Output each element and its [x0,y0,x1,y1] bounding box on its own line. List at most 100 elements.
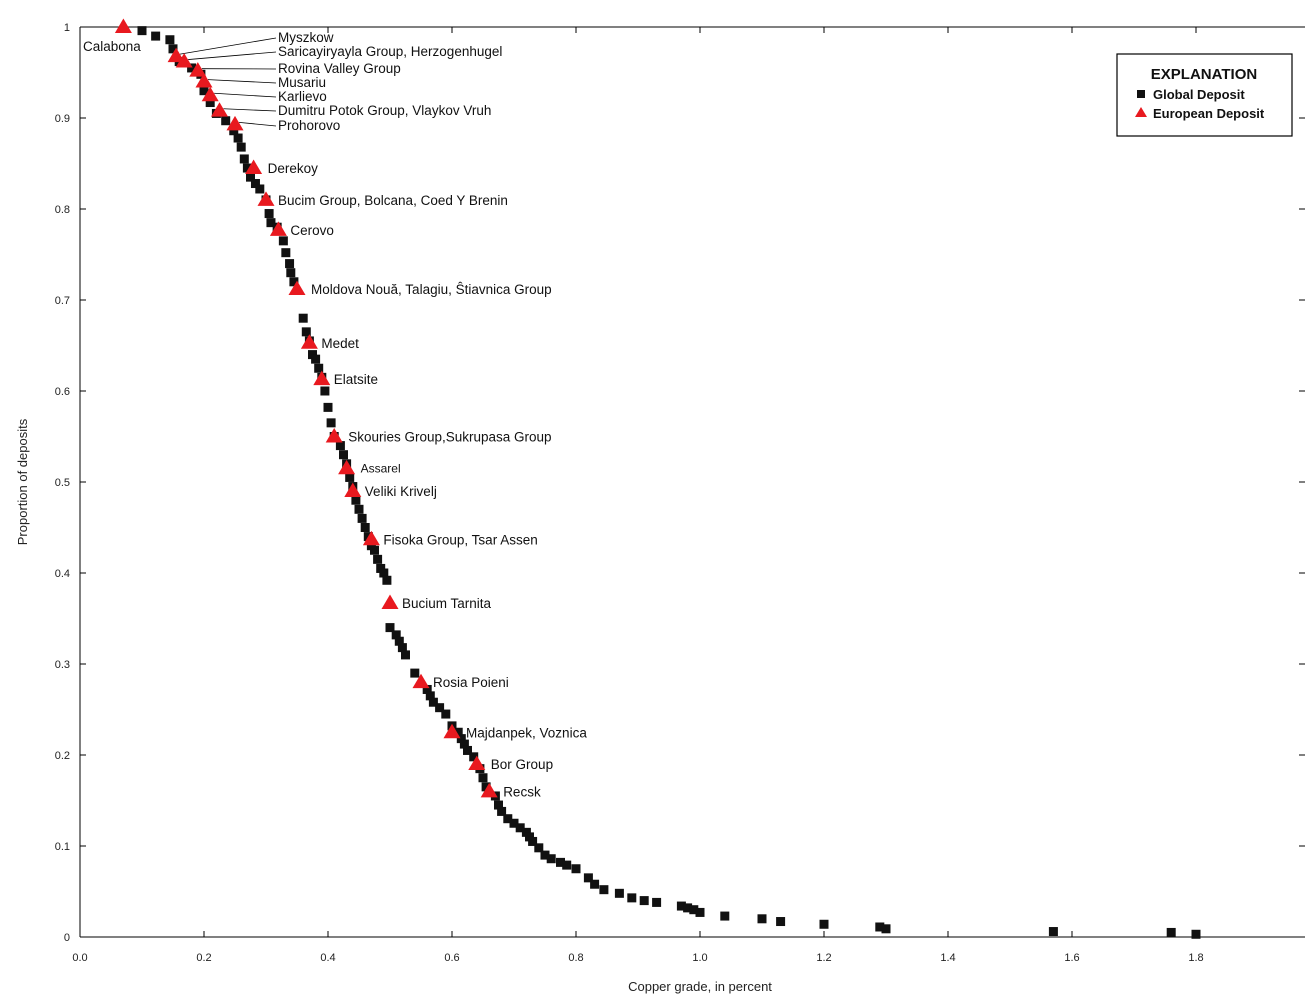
x-tick-label: 1.0 [692,952,707,964]
deposit-label: Recsk [503,784,541,799]
global-deposit-point [571,864,581,874]
leader-line [180,37,277,55]
global-deposit-point [382,575,392,585]
european-deposit-point [300,334,318,349]
global-deposit-point [627,893,637,903]
x-tick-label: 0.4 [320,952,335,964]
global-deposit-point [281,248,291,258]
deposit-label: Bucium Tarnita [402,596,492,611]
global-deposit-point [556,857,565,867]
legend-entry-label: European Deposit [1153,106,1265,121]
legend: EXPLANATION Global Deposit European Deposi… [1116,53,1293,137]
global-deposit-point [639,896,649,906]
global-deposit-point [385,623,395,633]
legend-triangle-icon [1135,107,1147,117]
global-deposit-point [311,354,321,364]
global-deposit-point [394,636,404,646]
global-deposit-point [562,860,572,870]
x-tick-label: 1.6 [1064,952,1079,964]
global-deposit-point [335,441,345,451]
global-deposit-point [494,800,503,810]
global-deposit-point [298,313,308,323]
y-tick-label: 0 [64,932,70,944]
global-deposit-point [422,684,432,694]
global-deposit-point [370,545,379,555]
european-deposit-point [201,86,219,102]
european-deposit-point [114,18,132,33]
global-deposit-point [360,523,370,532]
global-deposit-point [205,98,215,108]
global-deposit-point [151,31,161,41]
global-deposit-point [286,268,296,278]
global-deposit-point [652,897,662,907]
x-tick-label: 0.2 [196,952,211,964]
global-deposit-point [1048,927,1058,937]
deposit-label: Prohorovo [278,118,340,133]
global-deposit-point [410,668,420,678]
global-deposit-point [187,63,197,73]
global-deposit-point [515,823,525,833]
deposit-label: Moldova Nouă, Talagiu, Ŝtiavnica Group [311,282,552,297]
leader-line [238,121,277,127]
legend-entry-label: Global Deposit [1153,87,1245,102]
global-deposit-point [314,363,324,373]
global-deposit-point [757,914,767,924]
legend-box [1116,53,1293,137]
x-tick-label: 1.2 [816,952,831,964]
global-deposit-point [354,504,364,514]
deposit-label: Myszkow [278,30,334,45]
global-deposit-point [881,924,891,934]
global-deposit-point [285,259,295,269]
global-deposit-point [357,513,367,523]
axis-ticks: 0.0 0.2 0.4 0.6 0.8 1.0 1.2 1.4 1.6 1.8 0 0.1 0.2 0.3… [55,22,1305,964]
global-deposit-point [435,703,445,713]
global-deposit-point [503,814,513,824]
european-deposit-point [226,115,244,131]
global-deposit-point [250,179,260,189]
global-deposit-point [776,917,786,927]
deposit-label: Karlievo [278,89,327,104]
deposit-label: Rovina Valley Group [278,61,401,76]
global-deposit-point [264,209,274,219]
deposit-label: Medet [321,336,359,351]
global-deposit-point [528,836,538,846]
y-tick-label: 0.4 [55,568,70,580]
european-deposit-point [443,723,461,739]
legend-title: EXPLANATION [1151,66,1257,83]
global-deposit-point [459,739,469,749]
global-deposit-point [326,418,336,428]
global-deposit-point [320,386,330,396]
global-deposit-point [425,691,435,701]
x-tick-label: 0.6 [444,952,459,964]
global-deposit-point [308,350,317,360]
global-deposit-point [345,472,355,482]
data-points [114,18,1201,939]
global-deposit-point [534,843,544,853]
global-deposit-point [323,402,333,412]
european-deposit-point [344,482,362,498]
global-deposit-point [689,905,699,915]
global-deposit-point [376,563,386,573]
global-deposit-point [301,327,311,337]
deposit-label: Veliki Krivelj [365,484,437,499]
y-tick-label: 0.6 [55,386,70,398]
deposit-label: Calabona [83,39,141,54]
deposit-label: Bucim Group, Bolcana, Coed Y Brenin [278,193,508,208]
european-deposit-point [245,159,263,174]
y-tick-label: 0.5 [55,477,70,489]
global-deposit-point [266,218,276,228]
global-deposit-point [583,873,593,883]
european-deposit-point [381,594,399,609]
global-deposit-point [397,643,407,653]
leader-line [207,79,277,84]
deposit-label: Assarel [361,461,401,475]
global-deposit-point [546,854,556,864]
global-deposit-point [441,709,451,719]
global-deposit-point [199,86,209,96]
global-deposit-point [255,184,265,194]
global-deposit-point [137,26,147,36]
x-axis-title: Copper grade, in percent [628,979,772,994]
x-tick-label: 1.4 [940,952,955,964]
